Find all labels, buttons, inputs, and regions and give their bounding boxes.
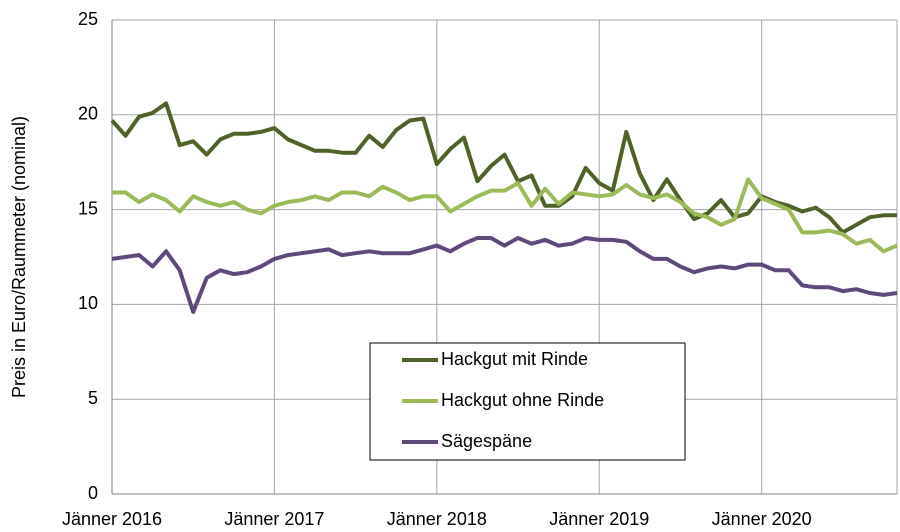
x-tick-label: Jänner 2019 xyxy=(549,509,649,529)
series-line xyxy=(110,101,897,235)
legend-label: Hackgut mit Rinde xyxy=(441,349,588,369)
x-tick-label: Jänner 2020 xyxy=(712,509,812,529)
x-tick-label: Jänner 2017 xyxy=(224,509,324,529)
y-tick-label: 5 xyxy=(88,388,98,408)
y-tick-label: 10 xyxy=(78,293,98,313)
x-tick-label: Jänner 2018 xyxy=(387,509,487,529)
y-tick-label: 0 xyxy=(88,483,98,503)
x-tick-label: Jänner 2016 xyxy=(62,509,162,529)
series-line xyxy=(112,177,898,254)
series-line xyxy=(111,236,898,314)
y-tick-label: 25 xyxy=(78,9,98,29)
y-tick-label: 15 xyxy=(78,198,98,218)
legend-label: Sägespäne xyxy=(441,431,532,451)
y-axis-label: Preis in Euro/Raummeter (nominal) xyxy=(9,116,29,398)
y-tick-label: 20 xyxy=(78,104,98,124)
legend-label: Hackgut ohne Rinde xyxy=(441,390,604,410)
